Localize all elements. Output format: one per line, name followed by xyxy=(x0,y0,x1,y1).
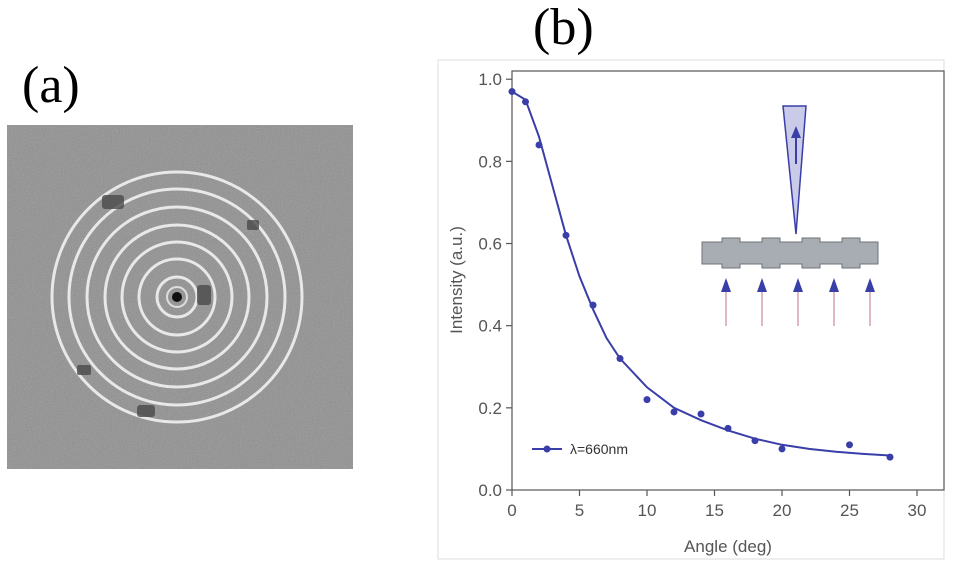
fit-curve-line xyxy=(511,90,891,457)
data-point xyxy=(616,355,624,363)
incident-arrowhead xyxy=(721,278,731,292)
data-point xyxy=(697,410,705,418)
legend: λ=660nm xyxy=(532,441,628,457)
x-tick-label: 0 xyxy=(507,501,516,520)
incident-arrowhead xyxy=(829,278,839,292)
data-point xyxy=(724,424,732,432)
y-tick-label: 1.0 xyxy=(478,70,502,89)
y-axis-ticks: 0.0 0.2 0.4 0.6 0.8 1.0 xyxy=(478,70,512,500)
x-tick-label: 20 xyxy=(773,501,792,520)
data-point xyxy=(508,88,516,96)
legend-label: λ=660nm xyxy=(570,441,628,457)
y-tick-label: 0.2 xyxy=(478,399,502,418)
data-point xyxy=(535,141,543,149)
x-tick-label: 5 xyxy=(575,501,584,520)
incident-arrowhead xyxy=(865,278,875,292)
data-point xyxy=(670,408,678,416)
y-tick-label: 0.0 xyxy=(478,481,502,500)
x-axis-ticks: 0 5 10 15 20 25 30 xyxy=(507,490,926,520)
x-tick-label: 10 xyxy=(638,501,657,520)
x-tick-label: 30 xyxy=(908,501,927,520)
x-tick-label: 15 xyxy=(705,501,724,520)
fit-curve-layer xyxy=(511,90,891,457)
data-points-layer xyxy=(508,88,894,461)
data-point xyxy=(643,396,651,404)
data-point xyxy=(846,441,853,449)
plot-area xyxy=(511,70,945,491)
y-axis-title: Intensity (a.u.) xyxy=(447,226,466,334)
legend-marker xyxy=(543,445,551,453)
panel-label-a: (a) xyxy=(22,57,80,114)
data-point xyxy=(751,437,759,445)
x-axis-title: Angle (deg) xyxy=(684,537,772,556)
incident-arrowhead xyxy=(757,278,767,292)
x-tick-label: 25 xyxy=(840,501,859,520)
data-point xyxy=(562,231,570,239)
data-point xyxy=(778,445,786,453)
inset-cone-arrowhead xyxy=(791,126,801,138)
concentric-ring-micrograph xyxy=(7,125,353,469)
chart-frame xyxy=(437,59,945,560)
grating-coupler-schematic-icon xyxy=(701,105,879,326)
y-tick-label: 0.4 xyxy=(478,317,502,336)
incident-arrowhead xyxy=(793,278,803,292)
data-point xyxy=(589,301,597,309)
y-tick-label: 0.8 xyxy=(478,152,502,171)
y-tick-label: 0.6 xyxy=(478,235,502,254)
intensity-vs-angle-chart: 0 5 10 15 20 25 30 0.0 0.2 0.4 0.6 0.8 1.0 Angle (d… xyxy=(437,59,945,560)
data-point xyxy=(522,98,529,106)
inset-grating xyxy=(701,237,879,269)
panel-label-b: (b) xyxy=(533,0,594,56)
data-point xyxy=(886,453,894,461)
incident-arrows xyxy=(721,278,875,326)
